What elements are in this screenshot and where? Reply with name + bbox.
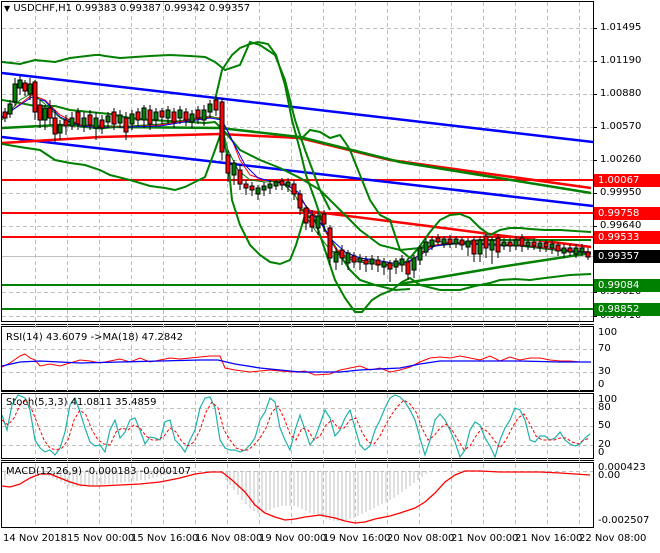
current-price-tag: 0.99357 xyxy=(594,250,660,263)
price-tick: 1.01190 xyxy=(600,55,642,66)
rsi-tick: 70 xyxy=(598,343,611,354)
time-tick: 19 Nov 00:00 xyxy=(259,533,327,544)
rsi-tick: 30 xyxy=(598,366,611,377)
rsi-tick: 100 xyxy=(598,327,618,338)
bollinger-upper-2 xyxy=(214,40,411,292)
ohlc-values: 0.99383 0.99387 0.99342 0.99357 xyxy=(75,3,251,14)
time-tick: 21 Nov 00:00 xyxy=(451,533,519,544)
main-panel-border xyxy=(1,1,594,322)
time-tick: 20 Nov 08:00 xyxy=(387,533,455,544)
level-tag-0.99084: 0.99084 xyxy=(594,279,660,292)
price-tick: 0.99950 xyxy=(600,187,642,198)
time-tick: 15 Nov 16:00 xyxy=(131,533,199,544)
time-tick: 16 Nov 08:00 xyxy=(195,533,263,544)
collapse-arrow-icon[interactable]: ▼ xyxy=(4,4,11,13)
macd-label: MACD(12,26,9) -0.000183 -0.000107 xyxy=(6,466,191,477)
rsi-label: RSI(14) 43.6079 ->MA(18) 47.2842 xyxy=(6,332,183,343)
macd-histogram xyxy=(4,471,427,521)
level-tag-1.00067: 1.00067 xyxy=(594,174,660,187)
axis-ticks xyxy=(593,28,597,317)
stoch-tick: 100 xyxy=(598,394,618,405)
bollinger-upper-3 xyxy=(299,128,592,260)
level-tag-0.99758: 0.99758 xyxy=(594,207,660,220)
price-tick: 1.00880 xyxy=(600,88,642,99)
price-tick: 1.01495 xyxy=(600,22,642,33)
time-tick: 15 Nov 00:00 xyxy=(67,533,135,544)
macd-tick: 0.000423 xyxy=(598,462,646,473)
bollinger-mid xyxy=(2,99,591,252)
price-tick: 0.99640 xyxy=(600,220,642,231)
stoch-tick: 50 xyxy=(598,420,611,431)
bollinger-lower xyxy=(2,126,592,313)
level-tag-0.99533: 0.99533 xyxy=(594,231,660,244)
rsi-line xyxy=(2,353,591,376)
price-tick: 1.00570 xyxy=(600,121,642,132)
rsi-ma-line xyxy=(2,359,591,373)
grid-horizontal-main xyxy=(2,28,593,472)
symbol-label: USDCHF,H1 xyxy=(13,3,73,14)
stoch-k-line xyxy=(2,394,591,458)
channel-upper xyxy=(2,71,593,144)
candles xyxy=(2,76,591,282)
stoch-d-line xyxy=(2,399,591,451)
trend-green-2 xyxy=(399,251,592,286)
time-tick: 22 Nov 08:00 xyxy=(579,533,647,544)
level-tag-0.98852: 0.98852 xyxy=(594,303,660,316)
bollinger-upper-1 xyxy=(2,40,331,211)
chart-header: ▼ USDCHF,H1 0.99383 0.99387 0.99342 0.99… xyxy=(4,3,250,15)
macd-tick: -0.002507 xyxy=(598,515,650,526)
time-tick: 14 Nov 2018 xyxy=(3,533,68,544)
channel-lower xyxy=(2,135,593,208)
time-tick: 19 Nov 16:00 xyxy=(323,533,391,544)
stoch-tick: 0 xyxy=(598,447,605,458)
stoch-label: Stoch(5,3,3) 41.0811 35.4859 xyxy=(6,397,157,408)
macd-tick: 0.00 xyxy=(598,470,621,481)
stoch-tick: 20 xyxy=(598,439,611,450)
price-tick: 1.00260 xyxy=(600,154,642,165)
time-tick: 21 Nov 16:00 xyxy=(515,533,583,544)
stoch-tick: 80 xyxy=(598,402,611,413)
macd-signal-line xyxy=(2,470,591,524)
rsi-tick: 0 xyxy=(598,379,605,390)
